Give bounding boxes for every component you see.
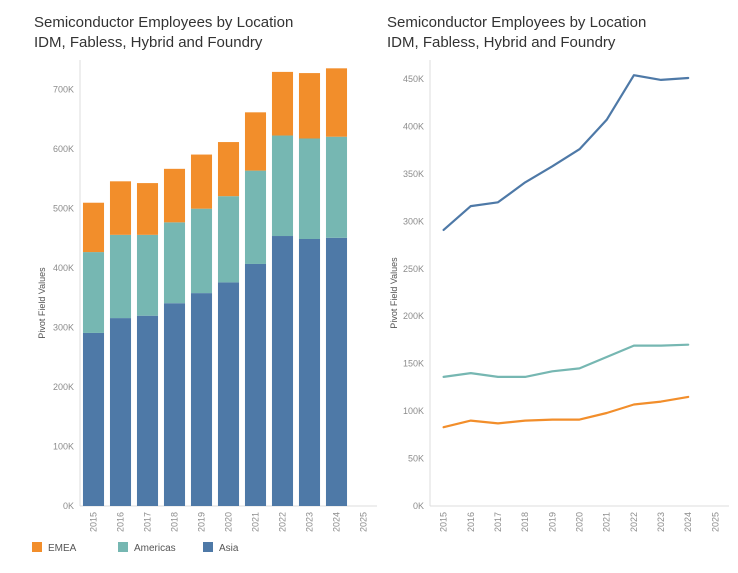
bar-asia-2018 <box>163 303 186 506</box>
left-y-tick-label: 100K <box>53 442 74 452</box>
right-x-tick-label: 2016 <box>466 512 476 532</box>
left-x-tick-label: 2021 <box>251 512 261 532</box>
legend-item-asia[interactable]: Asia <box>203 542 238 554</box>
right-chart-title-line1: Semiconductor Employees by Location <box>387 14 647 31</box>
bar-asia-2024 <box>325 237 348 506</box>
left-x-tick-label: 2018 <box>170 512 180 532</box>
bar-americas-2015 <box>82 252 105 333</box>
legend-item-emea[interactable]: EMEA <box>32 542 76 554</box>
legend-swatch-emea <box>32 542 42 552</box>
left-chart-title: Semiconductor Employees by Location IDM,… <box>34 13 293 53</box>
right-y-axis-title: Pivot Field Values <box>389 257 399 329</box>
left-y-tick-label: 200K <box>53 382 74 392</box>
right-y-tick-label: 0K <box>413 501 424 511</box>
right-x-tick-label: 2020 <box>575 512 585 532</box>
bar-americas-2016 <box>109 234 132 319</box>
legend-swatch-asia <box>203 542 213 552</box>
bar-americas-2019 <box>190 208 213 294</box>
left-y-tick-label: 0K <box>63 501 74 511</box>
left-x-tick-label: 2016 <box>116 512 126 532</box>
bar-asia-2023 <box>298 238 321 506</box>
left-chart-title-line1: Semiconductor Employees by Location <box>34 14 294 31</box>
bar-asia-2020 <box>217 282 240 506</box>
bar-americas-2018 <box>163 222 186 304</box>
bar-emea-2019 <box>190 154 213 209</box>
right-x-tick-label: 2017 <box>493 512 503 532</box>
bar-emea-2023 <box>298 73 321 139</box>
left-x-tick-label: 2020 <box>224 512 234 532</box>
legend-label-asia: Asia <box>219 543 239 554</box>
bar-asia-2015 <box>82 332 105 506</box>
bar-americas-2023 <box>298 138 321 239</box>
right-x-tick-label: 2015 <box>439 512 449 532</box>
right-x-tick-label: 2023 <box>656 512 666 532</box>
bar-americas-2020 <box>217 196 240 283</box>
right-x-tick-label: 2018 <box>520 512 530 532</box>
bar-asia-2022 <box>271 236 294 506</box>
bar-americas-2024 <box>325 136 348 238</box>
right-x-tick-label: 2022 <box>629 512 639 532</box>
line-series-emea <box>442 395 690 429</box>
left-y-axis-title: Pivot Field Values <box>37 267 47 339</box>
line-series-asia <box>442 74 690 231</box>
bar-emea-2018 <box>163 168 186 223</box>
left-x-tick-label: 2024 <box>332 512 342 532</box>
bar-americas-2022 <box>271 135 294 237</box>
left-x-tick-label: 2019 <box>197 512 207 532</box>
right-y-tick-label: 150K <box>403 359 424 369</box>
right-y-tick-label: 350K <box>403 169 424 179</box>
right-y-tick-label: 200K <box>403 311 424 321</box>
right-x-tick-label: 2024 <box>683 512 693 532</box>
bar-emea-2015 <box>82 202 105 253</box>
right-x-tick-label: 2021 <box>602 512 612 532</box>
left-y-tick-label: 300K <box>53 323 74 333</box>
right-x-tick-label: 2019 <box>547 512 557 532</box>
right-x-tick-label: 2025 <box>710 512 720 532</box>
left-x-tick-label: 2017 <box>143 512 153 532</box>
line-chart: 0K 50K 100K 150K 200K 250K 300K 350K 400K 450K Piv… <box>389 60 729 532</box>
left-x-tick-label: 2015 <box>89 512 99 532</box>
legend-item-americas[interactable]: Americas <box>118 542 176 554</box>
left-y-tick-label: 600K <box>53 144 74 154</box>
right-y-tick-label: 400K <box>403 121 424 131</box>
left-x-tick-label: 2022 <box>278 512 288 532</box>
left-chart-title-line2: IDM, Fabless, Hybrid and Foundry <box>34 34 263 51</box>
right-chart-title-line2: IDM, Fabless, Hybrid and Foundry <box>387 34 616 51</box>
bar-emea-2017 <box>136 183 159 235</box>
bar-americas-2021 <box>244 170 267 264</box>
left-x-tick-label: 2023 <box>305 512 315 532</box>
bar-emea-2020 <box>217 142 240 197</box>
bar-asia-2021 <box>244 263 267 506</box>
right-y-tick-label: 300K <box>403 216 424 226</box>
left-x-tick-label: 2025 <box>359 512 369 532</box>
bar-asia-2019 <box>190 293 213 506</box>
legend-label-emea: EMEA <box>48 543 77 554</box>
bar-asia-2016 <box>109 318 132 506</box>
right-y-tick-label: 450K <box>403 74 424 84</box>
legend-label-americas: Americas <box>134 543 176 554</box>
bar-emea-2016 <box>109 181 132 235</box>
left-y-tick-label: 400K <box>53 263 74 273</box>
bar-emea-2021 <box>244 112 267 171</box>
right-chart-title: Semiconductor Employees by Location IDM,… <box>387 13 646 53</box>
stacked-bar-chart: 0K 100K 200K 300K 400K 500K 600K 700K Pivot Fiel… <box>37 60 377 532</box>
bar-emea-2024 <box>325 68 348 137</box>
line-series-americas <box>442 343 690 378</box>
legend-swatch-americas <box>118 542 128 552</box>
left-y-tick-label: 700K <box>53 85 74 95</box>
bar-emea-2022 <box>271 71 294 136</box>
bar-asia-2017 <box>136 315 159 506</box>
right-y-tick-label: 100K <box>403 406 424 416</box>
bar-americas-2017 <box>136 234 159 316</box>
right-y-tick-label: 50K <box>408 454 424 464</box>
right-y-tick-label: 250K <box>403 264 424 274</box>
left-y-tick-label: 500K <box>53 204 74 214</box>
